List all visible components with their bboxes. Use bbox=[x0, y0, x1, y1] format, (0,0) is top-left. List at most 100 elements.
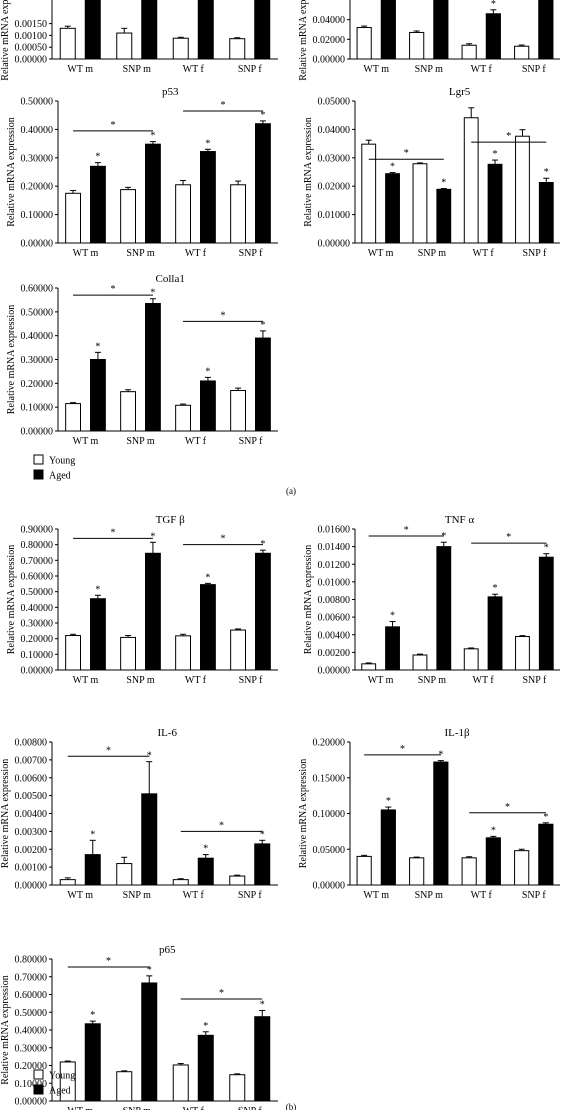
chart-title: p65 bbox=[159, 944, 176, 956]
y-tick-label: 0.60000 bbox=[15, 990, 48, 1001]
chart-title: TNF α bbox=[445, 514, 475, 526]
y-tick-label: 0.00050 bbox=[15, 43, 48, 54]
bar-young bbox=[230, 184, 246, 244]
significance-star: * bbox=[543, 812, 548, 823]
x-tick-label: SNP m bbox=[123, 64, 151, 75]
x-tick-label: WT m bbox=[368, 248, 394, 259]
y-tick-label: 0.10000 bbox=[21, 403, 54, 414]
y-tick-label: 0.40000 bbox=[15, 1026, 48, 1037]
bar-aged bbox=[380, 0, 396, 60]
significance-star: * bbox=[106, 956, 111, 967]
bar-aged bbox=[255, 552, 271, 671]
bar-young bbox=[116, 1071, 133, 1102]
chart-title: IL-6 bbox=[157, 727, 177, 739]
bar-aged bbox=[90, 359, 106, 432]
y-axis-title: Relative mRNA expression bbox=[6, 545, 17, 654]
y-axis-title: Relative mRNA expression bbox=[0, 0, 11, 81]
x-tick-label: WT m bbox=[67, 890, 93, 901]
legend-swatch-aged bbox=[33, 469, 44, 480]
significance-star: * bbox=[506, 131, 511, 142]
bar-young bbox=[120, 391, 137, 432]
significance-star: * bbox=[386, 796, 391, 807]
legend-swatch-aged bbox=[33, 1084, 44, 1095]
y-tick-label: 0.04000 bbox=[313, 15, 346, 26]
x-tick-label: WT m bbox=[73, 436, 99, 447]
x-tick-label: SNP m bbox=[418, 248, 446, 259]
x-tick-label: WT m bbox=[368, 675, 394, 686]
bar-aged bbox=[141, 982, 158, 1102]
x-tick-label: SNP m bbox=[126, 675, 154, 686]
significance-star: * bbox=[205, 572, 210, 583]
x-tick-label: WT f bbox=[185, 675, 207, 686]
bar-young bbox=[361, 663, 377, 671]
bar-aged bbox=[197, 1034, 214, 1102]
y-axis-title: Relative mRNA expression bbox=[298, 0, 309, 81]
chart-8: 0.00000 0.00100 0.00200 0.00300 0.00400 0.005… bbox=[0, 727, 278, 901]
bar-aged bbox=[84, 0, 101, 60]
bar-young bbox=[412, 163, 428, 244]
y-tick-label: 0.60000 bbox=[21, 284, 54, 295]
significance-star: * bbox=[404, 148, 409, 159]
chart-title: Lgr5 bbox=[449, 86, 471, 98]
y-axis-title: Relative mRNA expression bbox=[298, 759, 309, 868]
x-tick-label: WT f bbox=[183, 1106, 205, 1110]
legend-swatch-young bbox=[33, 454, 44, 465]
y-tick-label: 0.20000 bbox=[21, 379, 54, 390]
chart-6: 0.00000 0.10000 0.20000 0.30000 0.40000 0.500… bbox=[6, 514, 278, 686]
y-tick-label: 0.30000 bbox=[21, 153, 54, 164]
significance-star: * bbox=[90, 829, 95, 840]
significance-star: * bbox=[260, 829, 265, 840]
bar-aged bbox=[141, 793, 158, 886]
significance-star: * bbox=[111, 284, 116, 295]
bar-young bbox=[175, 404, 191, 432]
bar-aged bbox=[538, 823, 554, 886]
bar-young bbox=[175, 184, 191, 244]
x-tick-label: SNP f bbox=[238, 1106, 262, 1110]
y-tick-label: 0.00600 bbox=[15, 773, 48, 784]
y-tick-label: 0.00000 bbox=[318, 666, 351, 677]
y-tick-label: 0.20000 bbox=[21, 634, 54, 645]
x-tick-label: SNP f bbox=[522, 890, 546, 901]
y-axis-title: Relative mRNA expression bbox=[6, 117, 17, 226]
bar-aged bbox=[254, 843, 271, 886]
bar-young bbox=[120, 636, 137, 671]
significance-star: * bbox=[221, 534, 226, 545]
x-tick-label: SNP f bbox=[522, 248, 546, 259]
bar-aged bbox=[90, 598, 106, 671]
bar-aged bbox=[433, 0, 449, 60]
x-tick-label: SNP m bbox=[126, 436, 154, 447]
bar-aged bbox=[145, 302, 161, 432]
significance-star: * bbox=[441, 531, 446, 542]
bar-young bbox=[463, 648, 479, 671]
chart-title: p53 bbox=[162, 86, 179, 98]
bar-young bbox=[172, 879, 189, 886]
y-tick-label: 0.00800 bbox=[15, 738, 48, 749]
bar-young bbox=[461, 44, 477, 60]
significance-star: * bbox=[221, 100, 226, 111]
x-tick-label: SNP m bbox=[123, 1106, 151, 1110]
y-tick-label: 0.04000 bbox=[318, 125, 351, 136]
chart-title: IL-1β bbox=[445, 727, 471, 739]
bar-young bbox=[229, 38, 246, 60]
significance-star: * bbox=[205, 138, 210, 149]
y-tick-label: 0.10000 bbox=[15, 1079, 48, 1090]
bar-young bbox=[230, 629, 246, 671]
bar-aged bbox=[538, 0, 554, 60]
y-tick-label: 0.80000 bbox=[21, 540, 54, 551]
y-tick-label: 0.03000 bbox=[318, 153, 351, 164]
legend-label-young: Young bbox=[49, 456, 75, 467]
bar-aged bbox=[200, 380, 216, 432]
y-tick-label: 0.00200 bbox=[15, 845, 48, 856]
x-tick-label: SNP f bbox=[522, 64, 546, 75]
y-tick-label: 0.70000 bbox=[15, 972, 48, 983]
y-tick-label: 0.20000 bbox=[313, 738, 346, 749]
x-tick-label: WT f bbox=[183, 890, 205, 901]
significance-star: * bbox=[544, 543, 549, 554]
bar-aged bbox=[485, 837, 501, 886]
significance-star: * bbox=[219, 820, 224, 831]
significance-star: * bbox=[95, 584, 100, 595]
significance-star: * bbox=[441, 177, 446, 188]
bar-young bbox=[229, 1074, 246, 1102]
y-tick-label: 0.00000 bbox=[313, 881, 346, 892]
x-tick-label: SNP f bbox=[238, 64, 262, 75]
